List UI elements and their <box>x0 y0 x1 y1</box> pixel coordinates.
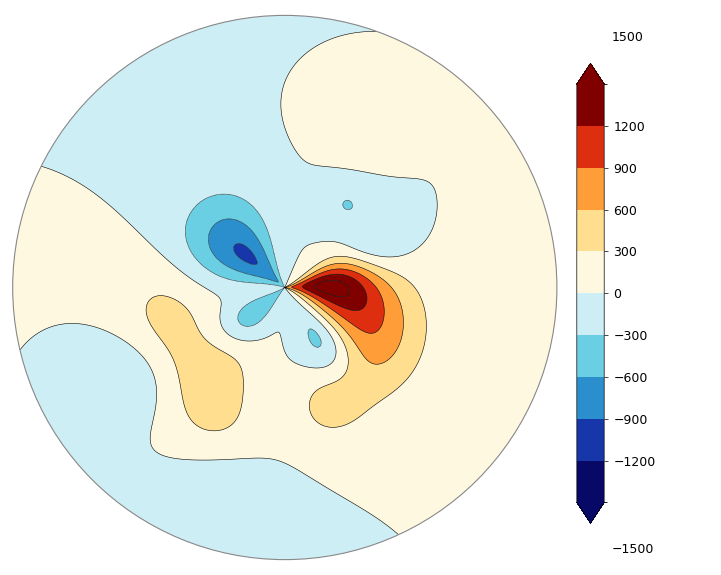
Circle shape <box>13 16 557 559</box>
Point <box>279 283 291 292</box>
Point <box>279 283 291 292</box>
Point <box>279 283 291 292</box>
Point <box>279 283 291 292</box>
PathPatch shape <box>577 503 604 523</box>
Point <box>279 283 291 292</box>
Point <box>279 283 291 292</box>
Point <box>279 283 291 292</box>
Point <box>279 283 291 292</box>
Point <box>279 283 291 292</box>
Point <box>279 283 291 292</box>
Point <box>279 283 291 292</box>
Point <box>279 283 291 292</box>
Point <box>279 283 291 292</box>
Point <box>279 283 291 292</box>
PathPatch shape <box>577 63 604 84</box>
Point <box>279 283 291 292</box>
Point <box>279 283 291 292</box>
Text: −1500: −1500 <box>611 543 654 555</box>
Point <box>279 283 291 292</box>
Point <box>279 283 291 292</box>
Point <box>279 283 291 292</box>
Point <box>279 283 291 292</box>
Point <box>279 283 291 292</box>
Point <box>279 283 291 292</box>
Text: 1500: 1500 <box>611 31 643 44</box>
Point <box>279 283 291 292</box>
